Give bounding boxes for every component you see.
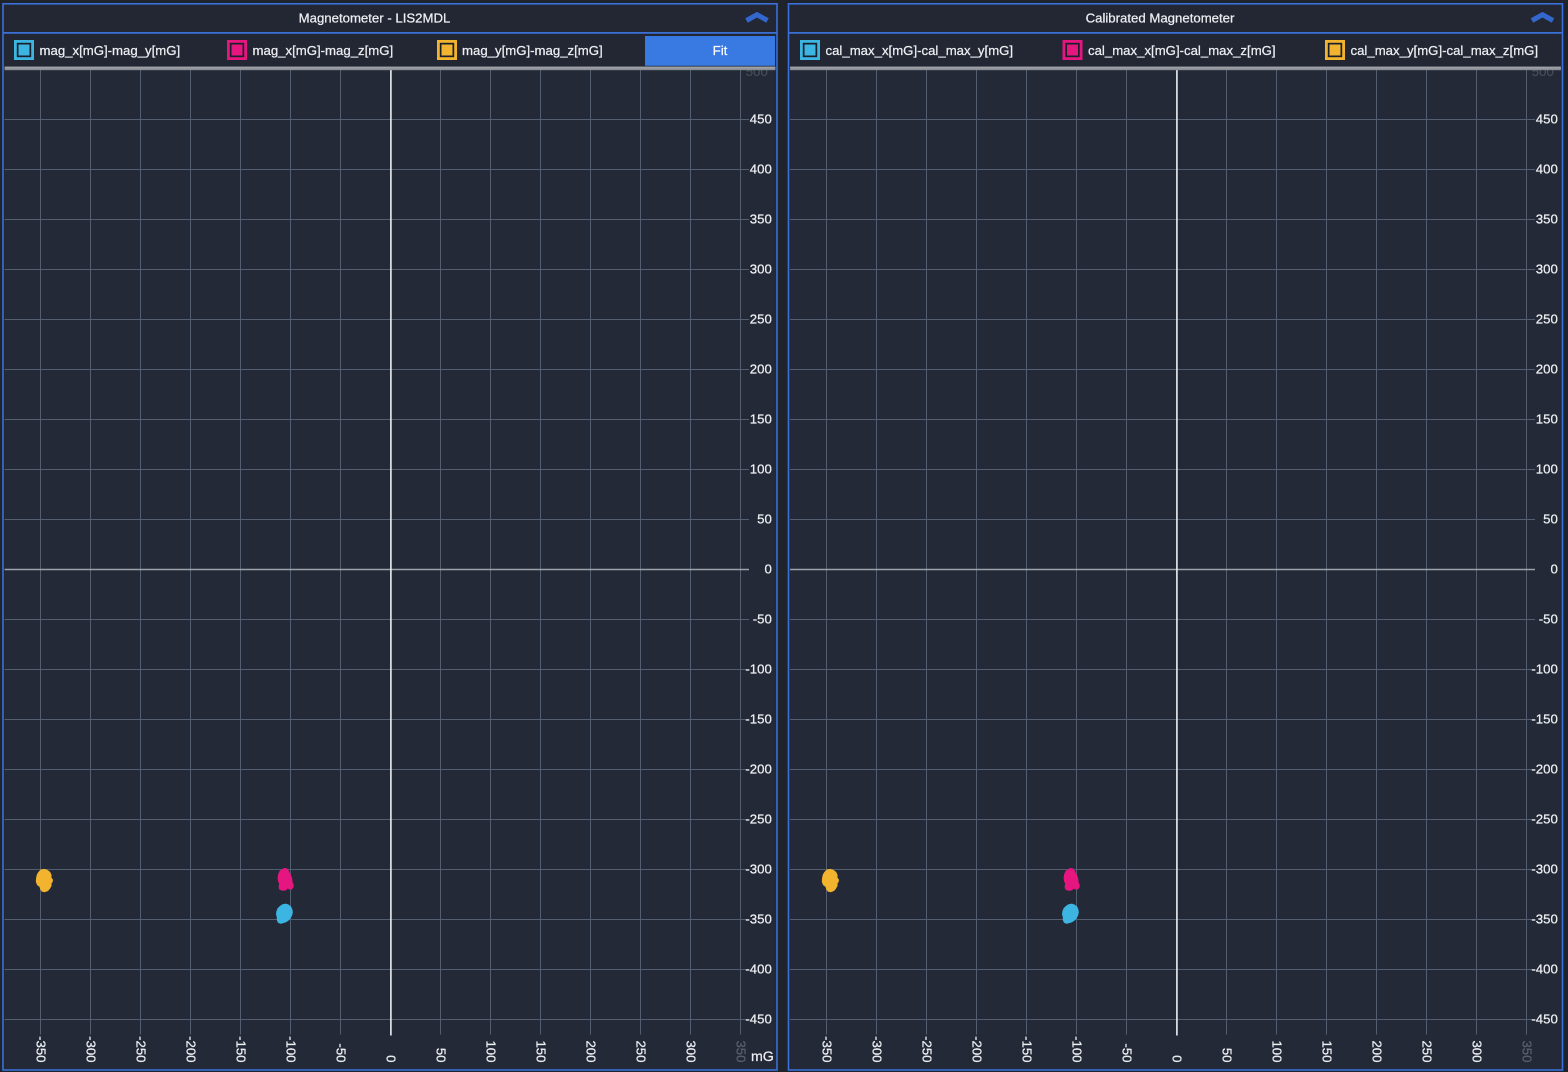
svg-text:250: 250 [634,1040,649,1062]
svg-text:100: 100 [1536,462,1558,477]
svg-text:cal_max_x[mG]-cal_max_y[mG]: cal_max_x[mG]-cal_max_y[mG] [826,43,1014,58]
svg-text:50: 50 [1543,512,1558,527]
svg-text:0: 0 [1550,562,1557,577]
svg-text:-50: -50 [334,1043,349,1062]
svg-text:-200: -200 [745,762,771,777]
svg-text:250: 250 [1420,1040,1435,1062]
svg-text:0: 0 [1170,1055,1185,1062]
svg-text:200: 200 [584,1040,599,1062]
svg-text:-400: -400 [1531,962,1557,977]
svg-text:400: 400 [1536,162,1558,177]
svg-text:350: 350 [1536,212,1558,227]
svg-text:350: 350 [750,212,772,227]
svg-text:300: 300 [750,262,772,277]
svg-text:450: 450 [750,112,772,127]
svg-text:250: 250 [750,312,772,327]
svg-text:cal_max_x[mG]-cal_max_z[mG]: cal_max_x[mG]-cal_max_z[mG] [1088,43,1276,58]
svg-text:cal_max_y[mG]-cal_max_z[mG]: cal_max_y[mG]-cal_max_z[mG] [1351,43,1539,58]
svg-text:-250: -250 [920,1036,935,1062]
svg-text:mag_x[mG]-mag_y[mG]: mag_x[mG]-mag_y[mG] [40,43,181,58]
svg-text:-150: -150 [234,1036,249,1062]
svg-text:Fit: Fit [713,43,728,58]
svg-text:0: 0 [384,1055,399,1062]
svg-text:-250: -250 [745,812,771,827]
svg-text:-300: -300 [745,862,771,877]
svg-text:-50: -50 [753,612,772,627]
svg-text:-150: -150 [745,712,771,727]
svg-text:300: 300 [684,1040,699,1062]
svg-text:250: 250 [1536,312,1558,327]
svg-text:mag_x[mG]-mag_z[mG]: mag_x[mG]-mag_z[mG] [253,43,394,58]
svg-text:mG: mG [751,1049,774,1065]
svg-text:200: 200 [750,362,772,377]
svg-text:-300: -300 [84,1036,99,1062]
svg-text:150: 150 [1536,412,1558,427]
svg-text:-50: -50 [1120,1043,1135,1062]
svg-text:Magnetometer - LIS2MDL: Magnetometer - LIS2MDL [299,11,451,26]
svg-text:100: 100 [750,462,772,477]
svg-text:-300: -300 [870,1036,885,1062]
svg-text:Calibrated Magnetometer: Calibrated Magnetometer [1086,11,1235,26]
svg-text:150: 150 [750,412,772,427]
svg-text:-50: -50 [1539,612,1558,627]
svg-text:100: 100 [1270,1040,1285,1062]
svg-text:-350: -350 [745,912,771,927]
svg-text:-350: -350 [34,1036,49,1062]
svg-text:-450: -450 [745,1012,771,1027]
svg-text:200: 200 [1370,1040,1385,1062]
svg-text:-250: -250 [134,1036,149,1062]
svg-text:-200: -200 [184,1036,199,1062]
svg-text:-150: -150 [1020,1036,1035,1062]
svg-text:450: 450 [1536,112,1558,127]
svg-text:-350: -350 [1531,912,1557,927]
svg-text:mag_y[mG]-mag_z[mG]: mag_y[mG]-mag_z[mG] [462,43,603,58]
svg-text:-200: -200 [1531,762,1557,777]
svg-text:150: 150 [534,1040,549,1062]
svg-text:-200: -200 [970,1036,985,1062]
svg-text:50: 50 [757,512,772,527]
svg-text:0: 0 [764,562,771,577]
svg-text:200: 200 [1536,362,1558,377]
svg-text:350: 350 [734,1040,749,1062]
svg-text:400: 400 [750,162,772,177]
svg-text:300: 300 [1536,262,1558,277]
svg-text:-250: -250 [1531,812,1557,827]
svg-text:-150: -150 [1531,712,1557,727]
svg-text:-100: -100 [1070,1036,1085,1062]
svg-text:-100: -100 [284,1036,299,1062]
svg-text:-100: -100 [1531,662,1557,677]
svg-text:150: 150 [1320,1040,1335,1062]
svg-text:-350: -350 [820,1036,835,1062]
svg-text:-450: -450 [1531,1012,1557,1027]
svg-text:-100: -100 [745,662,771,677]
svg-text:350: 350 [1520,1040,1535,1062]
svg-text:100: 100 [484,1040,499,1062]
svg-text:50: 50 [1220,1048,1235,1063]
svg-text:-400: -400 [745,962,771,977]
svg-text:50: 50 [434,1048,449,1063]
svg-text:300: 300 [1470,1040,1485,1062]
svg-text:-300: -300 [1531,862,1557,877]
